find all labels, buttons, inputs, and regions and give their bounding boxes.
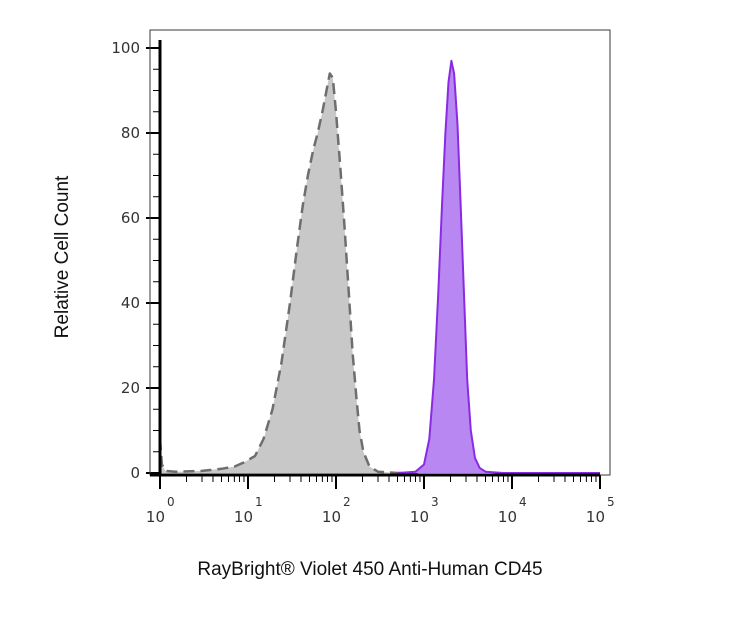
x-tick-base: 10 (322, 508, 341, 526)
y-tick-label: 100 (111, 39, 140, 57)
y-tick-label: 60 (121, 209, 140, 227)
x-axis-title: RayBright® Violet 450 Anti-Human CD45 (197, 559, 542, 580)
x-tick-exponent: 0 (167, 495, 175, 509)
plot-frame (149, 29, 611, 476)
y-axis-title: Relative Cell Count (52, 175, 73, 338)
y-axis-ticks: 0 20 40 60 80 100 (111, 39, 160, 482)
series-layer (158, 59, 600, 475)
x-tick-base: 10 (586, 508, 605, 526)
histogram-fill (397, 60, 600, 474)
x-tick-exponent: 4 (519, 495, 527, 509)
x-tick-exponent: 5 (607, 495, 615, 509)
x-tick-exponent: 1 (255, 495, 263, 509)
y-tick-label: 20 (121, 379, 140, 397)
histogram-fill (160, 73, 424, 473)
y-tick-label: 0 (130, 464, 140, 482)
y-tick-label: 40 (121, 294, 140, 312)
x-tick-base: 10 (234, 508, 253, 526)
x-tick-base: 10 (410, 508, 429, 526)
histogram-outline (158, 72, 424, 475)
x-tick-exponent: 2 (343, 495, 351, 509)
x-tick-exponent: 3 (431, 495, 439, 509)
x-tick-base: 10 (498, 508, 517, 526)
x-tick-base: 10 (146, 508, 165, 526)
histogram-outline (397, 59, 600, 474)
y-tick-label: 80 (121, 124, 140, 142)
